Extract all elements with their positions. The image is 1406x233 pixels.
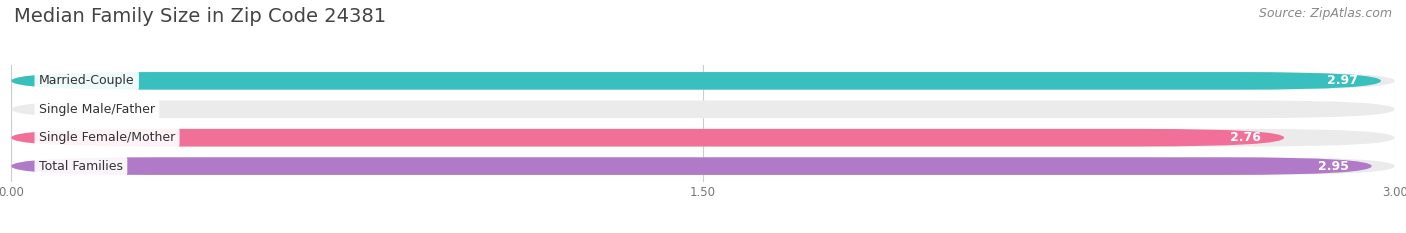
FancyBboxPatch shape <box>11 157 1372 175</box>
FancyBboxPatch shape <box>11 72 1381 90</box>
Text: 2.76: 2.76 <box>1230 131 1261 144</box>
Text: Single Male/Father: Single Male/Father <box>39 103 155 116</box>
Text: 2.95: 2.95 <box>1317 160 1348 173</box>
FancyBboxPatch shape <box>11 100 1395 118</box>
FancyBboxPatch shape <box>11 129 1284 147</box>
Text: Median Family Size in Zip Code 24381: Median Family Size in Zip Code 24381 <box>14 7 387 26</box>
Text: Married-Couple: Married-Couple <box>39 74 135 87</box>
FancyBboxPatch shape <box>11 129 1395 147</box>
Text: 0.00: 0.00 <box>48 103 76 116</box>
FancyBboxPatch shape <box>11 157 1395 175</box>
Text: Total Families: Total Families <box>39 160 122 173</box>
Text: Single Female/Mother: Single Female/Mother <box>39 131 176 144</box>
Text: 2.97: 2.97 <box>1327 74 1358 87</box>
Text: Source: ZipAtlas.com: Source: ZipAtlas.com <box>1258 7 1392 20</box>
FancyBboxPatch shape <box>11 72 1395 90</box>
